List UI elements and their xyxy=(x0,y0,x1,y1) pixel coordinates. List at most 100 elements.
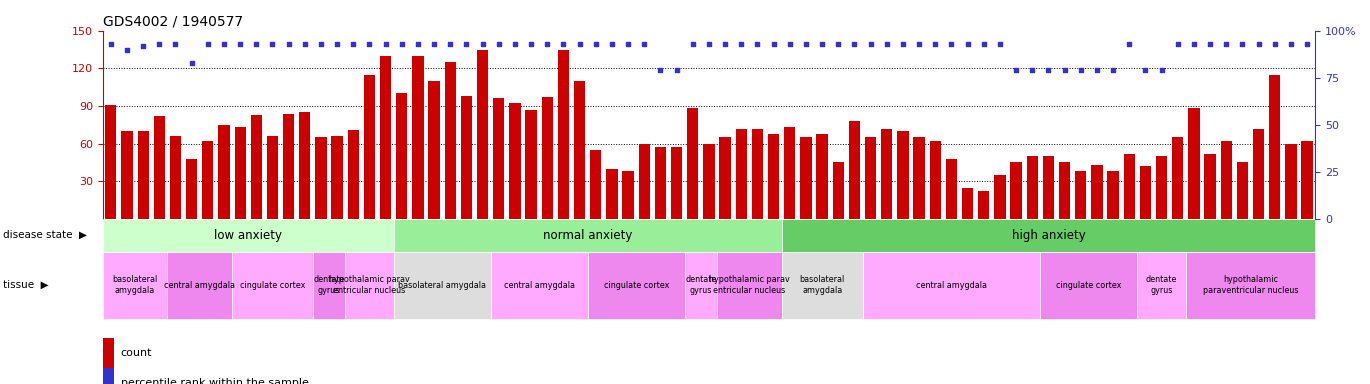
Point xyxy=(697,41,721,47)
Bar xyxy=(1302,141,1312,219)
Bar xyxy=(782,219,1315,252)
Bar xyxy=(752,129,763,219)
Text: high anxiety: high anxiety xyxy=(1011,229,1085,242)
Point xyxy=(1184,41,1206,47)
Text: percentile rank within the sample: percentile rank within the sample xyxy=(121,378,308,384)
Bar xyxy=(717,252,782,319)
Point xyxy=(714,41,736,47)
Point xyxy=(875,41,897,47)
Bar xyxy=(122,131,133,219)
Text: basolateral
amygdala: basolateral amygdala xyxy=(800,275,845,295)
Bar xyxy=(312,252,345,319)
Point xyxy=(1054,67,1075,73)
Point xyxy=(747,41,769,47)
Bar xyxy=(315,137,326,219)
Bar xyxy=(477,50,488,219)
Bar xyxy=(655,147,666,219)
Bar xyxy=(671,147,682,219)
Point xyxy=(359,41,381,47)
Bar xyxy=(833,162,844,219)
Bar xyxy=(493,98,504,219)
Bar xyxy=(170,136,181,219)
Text: dentate
gyrus: dentate gyrus xyxy=(314,275,345,295)
Point xyxy=(585,41,607,47)
Bar xyxy=(688,109,699,219)
Bar xyxy=(1123,154,1134,219)
Point xyxy=(390,41,412,47)
Point xyxy=(908,41,930,47)
Text: cingulate cortex: cingulate cortex xyxy=(604,281,669,290)
Point xyxy=(940,41,962,47)
Bar xyxy=(332,136,342,219)
Text: normal anxiety: normal anxiety xyxy=(543,229,633,242)
Bar xyxy=(1285,144,1296,219)
Bar xyxy=(817,134,827,219)
Bar xyxy=(1107,171,1119,219)
Text: basolateral
amygdala: basolateral amygdala xyxy=(112,275,158,295)
Bar xyxy=(849,121,860,219)
Point xyxy=(100,41,122,47)
Point xyxy=(1006,67,1028,73)
Bar xyxy=(1026,156,1038,219)
Point xyxy=(116,46,138,53)
Bar xyxy=(103,368,114,384)
Bar xyxy=(105,105,116,219)
Text: central amygdala: central amygdala xyxy=(504,281,575,290)
Point xyxy=(164,41,186,47)
Point xyxy=(455,41,477,47)
Bar xyxy=(1043,156,1054,219)
Bar xyxy=(267,136,278,219)
Bar xyxy=(945,159,958,219)
Bar xyxy=(396,93,407,219)
Bar xyxy=(167,252,232,319)
Text: low anxiety: low anxiety xyxy=(214,229,282,242)
Bar xyxy=(622,171,634,219)
Point xyxy=(925,41,947,47)
Bar xyxy=(703,144,715,219)
Text: count: count xyxy=(121,348,152,358)
Point xyxy=(295,41,316,47)
Bar xyxy=(1173,137,1184,219)
Bar xyxy=(1137,252,1186,319)
Bar xyxy=(1059,162,1070,219)
Point xyxy=(1215,41,1237,47)
Point xyxy=(423,41,445,47)
Point xyxy=(1263,41,1285,47)
Point xyxy=(763,41,785,47)
Text: tissue  ▶: tissue ▶ xyxy=(3,280,48,290)
Bar xyxy=(153,116,164,219)
Point xyxy=(973,41,995,47)
Point xyxy=(666,67,688,73)
Point xyxy=(181,60,203,66)
Bar xyxy=(736,129,747,219)
Point xyxy=(1248,41,1270,47)
Point xyxy=(633,41,655,47)
Bar xyxy=(234,127,245,219)
Point xyxy=(1134,67,1156,73)
Text: hypothalamic
paraventricular nucleus: hypothalamic paraventricular nucleus xyxy=(1203,275,1299,295)
Point xyxy=(245,41,267,47)
Text: disease state  ▶: disease state ▶ xyxy=(3,230,86,240)
Text: central amygdala: central amygdala xyxy=(917,281,986,290)
Text: dentate
gyrus: dentate gyrus xyxy=(685,275,717,295)
Point xyxy=(537,41,559,47)
Text: basolateral amygdala: basolateral amygdala xyxy=(399,281,486,290)
Point xyxy=(132,43,153,49)
Point xyxy=(326,41,348,47)
Bar xyxy=(638,144,649,219)
Text: GDS4002 / 1940577: GDS4002 / 1940577 xyxy=(103,14,242,28)
Point xyxy=(1232,41,1254,47)
Point xyxy=(1296,41,1318,47)
Bar xyxy=(1188,109,1200,219)
Text: dentate
gyrus: dentate gyrus xyxy=(1145,275,1177,295)
Bar xyxy=(1186,252,1315,319)
Bar xyxy=(930,141,941,219)
Point xyxy=(471,41,493,47)
Bar xyxy=(784,127,796,219)
Bar xyxy=(897,131,908,219)
Point xyxy=(569,41,590,47)
Point xyxy=(1022,67,1044,73)
Point xyxy=(1037,67,1059,73)
Point xyxy=(374,41,397,47)
Bar xyxy=(1140,166,1151,219)
